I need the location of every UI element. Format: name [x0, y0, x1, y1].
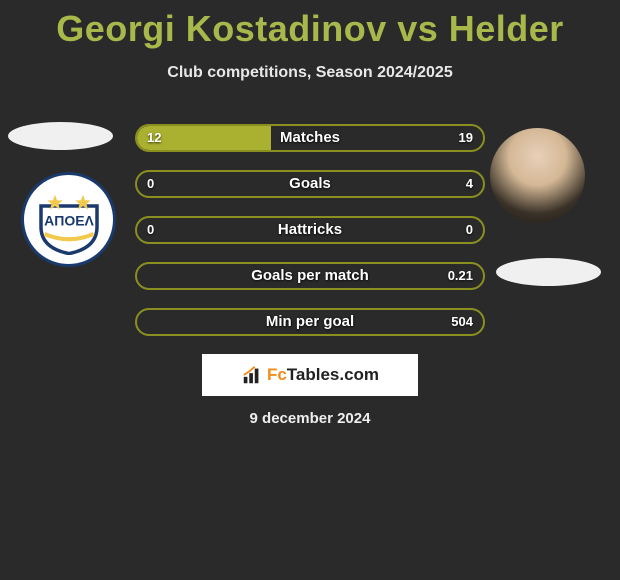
stat-value-right: 0.21 [448, 264, 473, 288]
stat-row: Min per goal 504 [135, 308, 485, 336]
club-crest-left: ΑΠΟΕΛ [21, 172, 116, 267]
chart-icon [241, 364, 263, 386]
brand-text: FcTables.com [267, 365, 379, 385]
stats-rows: 12 Matches 19 0 Goals 4 0 Hattricks 0 Go… [135, 124, 485, 354]
team-chip-left [8, 122, 113, 150]
svg-text:ΑΠΟΕΛ: ΑΠΟΕΛ [44, 212, 94, 228]
stat-label: Min per goal [137, 310, 483, 334]
stat-label: Goals [137, 172, 483, 196]
stat-row: Goals per match 0.21 [135, 262, 485, 290]
stat-row: 12 Matches 19 [135, 124, 485, 152]
subtitle: Club competitions, Season 2024/2025 [0, 64, 620, 82]
player-avatar-right [490, 128, 585, 223]
brand-prefix: Fc [267, 365, 287, 384]
team-chip-right [496, 258, 601, 286]
stat-label: Hattricks [137, 218, 483, 242]
stat-value-right: 4 [466, 172, 473, 196]
stat-label: Matches [137, 126, 483, 150]
page-title: Georgi Kostadinov vs Helder [0, 0, 620, 50]
stat-value-right: 504 [451, 310, 473, 334]
stat-value-right: 19 [459, 126, 473, 150]
brand-badge: FcTables.com [202, 354, 418, 396]
crest-icon: ΑΠΟΕΛ [34, 185, 104, 255]
stat-label: Goals per match [137, 264, 483, 288]
stat-row: 0 Goals 4 [135, 170, 485, 198]
brand-suffix: Tables.com [287, 365, 379, 384]
date-label: 9 december 2024 [0, 410, 620, 427]
stat-row: 0 Hattricks 0 [135, 216, 485, 244]
stat-value-right: 0 [466, 218, 473, 242]
